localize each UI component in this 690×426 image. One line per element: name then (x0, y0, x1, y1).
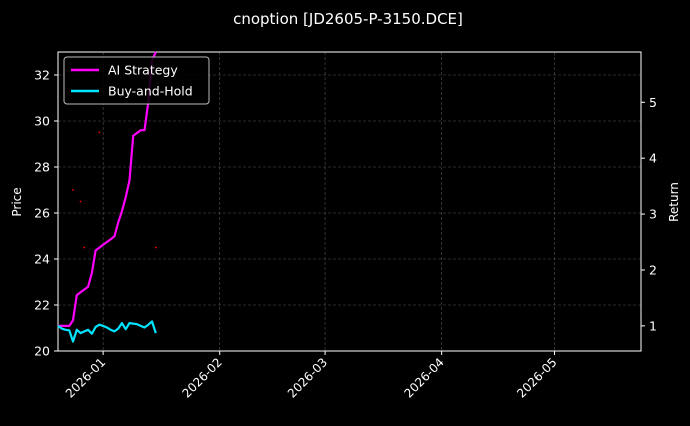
series-markers-point (72, 189, 74, 191)
legend-label-buy-and-hold: Buy-and-Hold (108, 84, 193, 99)
series-buy-and-hold-line (57, 320, 157, 343)
legend-label-ai-strategy: AI Strategy (108, 63, 178, 78)
y-tick-label: 22 (34, 298, 50, 313)
y2-tick-label: 4 (649, 151, 657, 166)
y2-tick-label: 5 (649, 95, 657, 110)
y-tick-label: 26 (34, 206, 50, 221)
y-tick-label: 28 (34, 160, 50, 175)
legend-frame (63, 56, 210, 105)
x-tick-label: 2026-02 (180, 355, 225, 400)
series-markers-point (98, 131, 101, 134)
series-markers-point (154, 246, 157, 249)
y-tick-label: 32 (34, 68, 50, 83)
plot-frame (57, 51, 642, 352)
x-tick-label: 2026-05 (514, 355, 559, 400)
y2-tick-label: 1 (649, 318, 657, 333)
y2-axis-label: Return (667, 182, 681, 222)
y-tick-label: 24 (34, 252, 50, 267)
y-tick-label: 20 (34, 344, 50, 359)
legend: AI Strategy Buy-and-Hold (63, 56, 210, 105)
series-ai-strategy-line (58, 51, 157, 327)
chart-title: cnoption [JD2605-P-3150.DCE] (233, 10, 463, 28)
x-tick-label: 2026-04 (401, 355, 446, 400)
x-tick-label: 2026-03 (285, 355, 330, 400)
y-tick-label: 30 (34, 114, 50, 129)
series-markers-point (83, 246, 86, 249)
y2-tick-label: 3 (649, 207, 657, 222)
y2-tick-label: 2 (649, 262, 657, 277)
series (57, 51, 157, 343)
series-markers-point (79, 200, 82, 203)
y-axis-label: Price (10, 187, 24, 216)
x-tick-label: 2026-01 (63, 355, 108, 400)
